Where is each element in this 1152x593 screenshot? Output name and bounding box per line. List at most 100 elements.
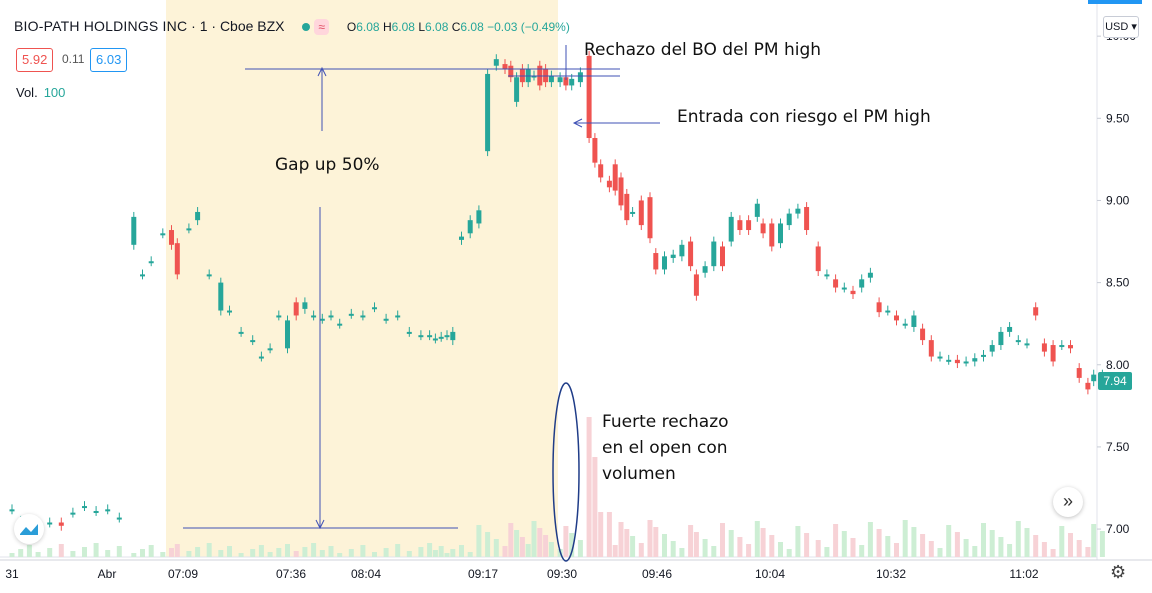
- candle: [795, 208, 801, 214]
- volume-bar: [438, 546, 444, 557]
- candle: [418, 335, 424, 338]
- volume-bar: [395, 544, 401, 557]
- candle: [467, 220, 473, 234]
- volume-bar: [670, 541, 676, 557]
- volume-bar: [93, 543, 99, 557]
- candle: [116, 517, 122, 520]
- volume-bar: [459, 545, 464, 557]
- volume-bar: [383, 548, 389, 557]
- candle: [383, 318, 389, 321]
- volume-bar: [18, 549, 24, 557]
- bid-price-button[interactable]: 5.92: [16, 48, 54, 72]
- approx-badge-icon[interactable]: ≈: [314, 19, 330, 36]
- candle: [450, 331, 456, 341]
- candle: [160, 233, 166, 236]
- tradingview-logo-icon[interactable]: [14, 514, 44, 544]
- candle: [9, 509, 15, 512]
- spread-value: 0.11: [62, 48, 85, 70]
- candle: [360, 315, 366, 318]
- interval[interactable]: · 1 ·: [191, 18, 217, 34]
- annotation-drawings: [183, 45, 660, 562]
- volume-bar: [679, 548, 685, 557]
- volume-bar: [372, 552, 377, 557]
- volume-bar: [624, 529, 630, 557]
- volume-bar: [485, 532, 491, 557]
- candle: [563, 77, 569, 86]
- candle: [1068, 345, 1073, 349]
- candle: [1015, 340, 1021, 343]
- candle: [531, 75, 537, 78]
- volume-bar: [360, 545, 366, 557]
- volume-bar: [531, 521, 537, 557]
- candle: [58, 522, 64, 526]
- volume-bar: [1059, 526, 1065, 557]
- volume-bar: [537, 528, 543, 557]
- candle: [1041, 343, 1047, 352]
- candle: [981, 354, 986, 357]
- y-tick-label: 9.00: [1106, 193, 1130, 207]
- market-status-dot-icon[interactable]: [302, 22, 311, 31]
- volume-bar: [972, 546, 978, 557]
- candle: [514, 77, 520, 102]
- candle: [963, 361, 969, 364]
- candle: [302, 302, 308, 309]
- volume-bar: [502, 546, 508, 557]
- currency-dropdown[interactable]: USD ▾: [1103, 16, 1139, 38]
- volume-bar: [1068, 533, 1073, 557]
- candle: [105, 509, 111, 512]
- ohlc-values: O6.08 H6.08 L6.08 C6.08 −0.03 (−0.49%): [346, 20, 570, 35]
- volume-bar: [647, 520, 653, 557]
- volume-bar: [1033, 535, 1039, 557]
- x-tick-label: 09:30: [547, 567, 577, 581]
- candle: [876, 302, 882, 313]
- candle: [911, 315, 917, 327]
- volume-bar: [508, 523, 514, 557]
- candle: [679, 244, 685, 257]
- volume-bar: [711, 546, 717, 557]
- candle: [1076, 368, 1082, 378]
- candle: [786, 213, 792, 226]
- scroll-to-realtime-button[interactable]: »: [1053, 487, 1083, 517]
- candle: [618, 177, 624, 206]
- candle: [293, 302, 299, 316]
- x-tick-label: 10:04: [755, 567, 785, 581]
- candle: [720, 246, 725, 267]
- candle: [140, 274, 145, 277]
- candle: [148, 261, 154, 264]
- volume-bar: [1091, 524, 1097, 557]
- candle: [548, 75, 554, 83]
- volume-bar: [612, 545, 618, 557]
- candle: [894, 315, 899, 321]
- volume-bar: [859, 545, 865, 557]
- x-tick-label: 07:09: [168, 567, 198, 581]
- volume-bar: [662, 534, 667, 557]
- volume-bar: [58, 544, 64, 557]
- settings-gear-icon[interactable]: ⚙: [1110, 562, 1127, 582]
- candle: [406, 331, 412, 334]
- symbol-name[interactable]: BIO-PATH HOLDINGS INC: [14, 18, 188, 34]
- volume-bar: [963, 539, 969, 557]
- volume-bar: [928, 541, 934, 557]
- volume-bar: [302, 547, 308, 557]
- candle: [174, 243, 180, 275]
- candle: [328, 315, 334, 318]
- candle: [1091, 374, 1097, 382]
- candle: [592, 138, 598, 163]
- candle: [319, 318, 325, 321]
- candle: [946, 359, 952, 362]
- volume-bar: [1024, 528, 1030, 557]
- volume-bar: [186, 551, 192, 557]
- volume-bar: [148, 545, 154, 557]
- candle: [502, 64, 508, 70]
- ask-price-button[interactable]: 6.03: [90, 48, 128, 72]
- candle: [276, 315, 282, 318]
- volume-bar: [328, 546, 334, 557]
- volume-bar: [432, 550, 438, 557]
- volume-bar: [653, 527, 659, 557]
- volume-bar: [592, 457, 598, 557]
- annotation-gap: Gap up 50%: [275, 155, 380, 175]
- y-tick-label: 8.00: [1106, 358, 1130, 372]
- candle: [258, 356, 264, 359]
- volume-bar: [514, 530, 520, 557]
